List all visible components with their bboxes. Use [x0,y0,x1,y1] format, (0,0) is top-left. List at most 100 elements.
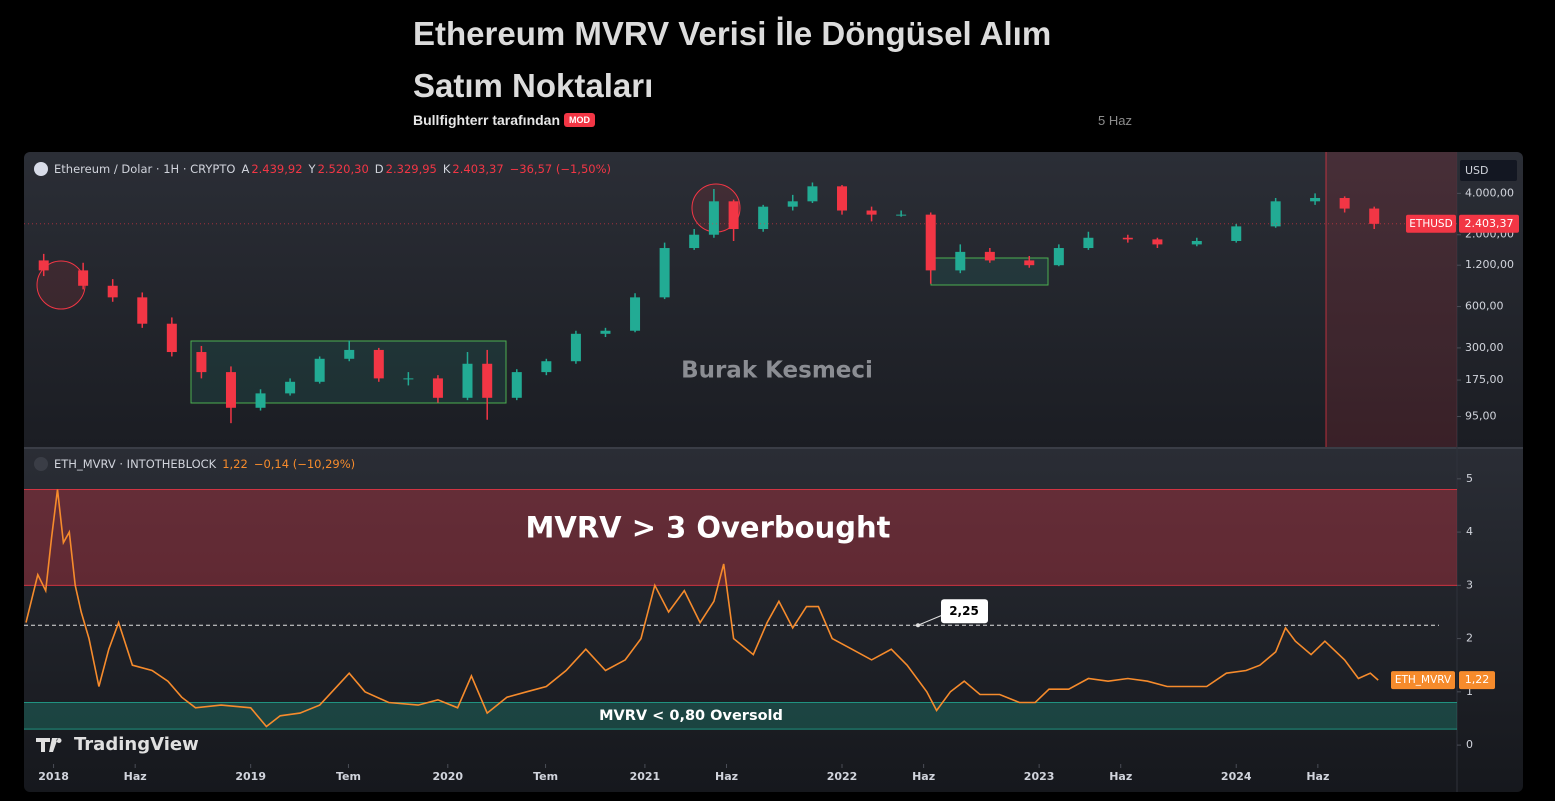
author-name[interactable]: Bullfighterr tarafından [413,112,561,128]
mvrv-legend: ETH_MVRV · INTOTHEBLOCK 1,22 −0,14 (−10,… [34,457,355,471]
series-tag-name: ETH_MVRV [1395,674,1452,686]
x-tick-label: Haz [715,770,738,783]
y-tick-label: 300,00 [1465,341,1504,354]
ohlc-value: 2.403,37 [452,162,504,176]
band [24,489,1457,586]
x-tick-label: Haz [124,770,147,783]
x-tick-label: 2022 [827,770,858,783]
chart-panel: Burak Kesmeci USD TradingView 4.000,00 2.… [24,152,1523,792]
candle-body [837,186,848,211]
candle-body [314,358,325,382]
candle-body [107,285,118,298]
ohlc-value: 2.329,95 [385,162,437,176]
candle-body [807,186,818,202]
candle-body [78,270,89,286]
brand-logo [36,738,62,752]
candle-body [1053,248,1064,266]
x-tick-label: Tem [336,770,361,783]
candle-body [1270,201,1281,227]
watermark: Burak Kesmeci [681,358,873,384]
currency-box [1460,160,1517,181]
x-tick-label: Tem [533,770,558,783]
x-tick-label: Haz [1306,770,1329,783]
ohlc-value: 2.520,30 [317,162,369,176]
ohlc-key: A [241,162,250,176]
candle-body [600,330,611,334]
callout-label: 2,25 [949,604,979,618]
y-tick-label: 600,00 [1465,300,1504,313]
x-tick-label: 2020 [432,770,463,783]
y-tick-label: 2 [1466,632,1473,645]
candle-body [166,323,177,353]
price-pane-bg [24,152,1523,447]
price-tag-name: ETHUSD [1409,218,1452,230]
y-tick-label: 175,00 [1465,373,1504,386]
candle-body [925,214,936,271]
badge: MOD [564,113,596,127]
y-tick-label: 4.000,00 [1465,186,1514,199]
y-tick-label: 0 [1466,738,1473,751]
band-label: MVRV < 0,80 Oversold [599,708,783,724]
y-tick-label: 95,00 [1465,410,1497,423]
symbol-icon [34,457,48,471]
candle-body [758,206,769,230]
x-tick-label: 2019 [235,770,266,783]
series-tag-value: 1,22 [1465,673,1490,686]
band [24,702,1457,730]
candle-body [1024,260,1035,266]
candle-body [1083,237,1094,249]
candle-body [541,361,552,373]
candle-body [511,372,522,398]
symbol[interactable]: Ethereum / Dolar · 1H · CRYPTO [54,162,236,176]
y-tick-label: 4 [1466,525,1473,538]
candle-body [787,201,798,207]
series-tag-value-bg [1459,671,1495,690]
callout-pointer [917,614,943,626]
author[interactable]: Bullfighterr tarafından MOD [413,112,596,128]
candle-body [373,349,384,379]
brand: TradingView [74,734,199,755]
symbol[interactable]: ETH_MVRV · INTOTHEBLOCK [54,457,217,471]
candle-body [196,352,207,373]
series-tag-bg [1391,671,1455,690]
candle-body [1152,239,1163,245]
price-tag-value: 2.403,37 [1465,217,1514,230]
ohlc-key: K [442,162,451,176]
legend-value: 1,22 [222,457,248,471]
y-tick-label: 1 [1466,685,1473,698]
callout-dot [916,623,920,628]
legend-change: −0,14 (−10,29%) [253,457,356,471]
price-legend: Ethereum / Dolar · 1H · CRYPTO A 2.439,92… [34,162,611,176]
mvrv-pane-bg [24,449,1523,792]
candle-body [432,378,443,398]
y-tick-label: 1.200,00 [1465,258,1514,271]
price-change: −36,57 (−1,50%) [509,162,611,176]
x-tick-label: Haz [1109,770,1132,783]
price-tag-value-bg [1459,214,1519,233]
post-title: Ethereum MVRV Verisi İle Döngüsel Alım S… [413,15,1052,104]
candle-body [1191,241,1202,245]
candle-body [1122,237,1133,240]
price-tag-bg [1406,214,1456,233]
candle-body [866,210,877,215]
candle-body [38,260,49,271]
candle-body [689,234,700,249]
callout-box [941,599,988,624]
symbol-icon [34,162,48,176]
candle-body [630,297,641,331]
candle-body [1339,198,1350,209]
ohlc-key: Y [308,162,316,176]
candle-body [1231,226,1242,242]
candle-body [225,372,236,408]
candle-body [344,349,355,359]
candle-body [984,251,995,261]
y-tick-label: 3 [1466,578,1473,591]
candle-body [462,363,473,398]
candle-body [1310,198,1321,202]
candle-body [255,393,266,408]
ohlc-key: D [374,162,384,176]
band-label: MVRV > 3 Overbought [526,510,891,544]
x-tick-label: 2024 [1221,770,1252,783]
highlight-zone [1326,152,1457,447]
